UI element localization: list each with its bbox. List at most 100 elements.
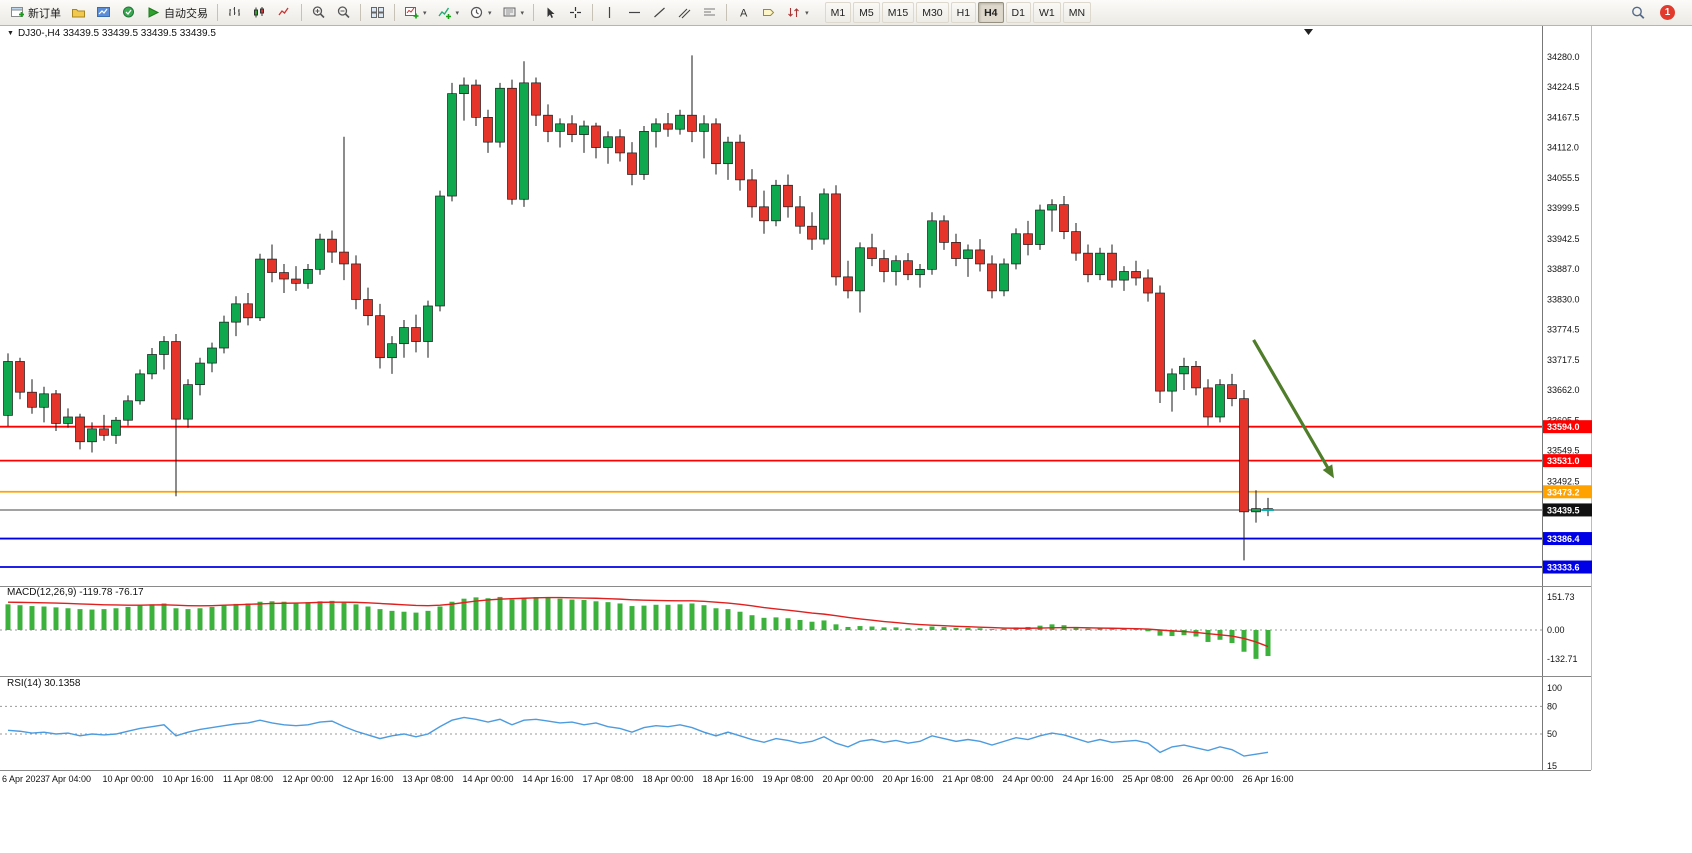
indicators-icon [437, 5, 452, 20]
candle-body [507, 87, 517, 200]
candle-body [315, 238, 325, 270]
trendline-button[interactable] [648, 1, 671, 24]
new-chart-icon [404, 5, 419, 20]
chart-window[interactable]: 34280.0 34224.5 34167.5 34112.0 34055.5 33999… [0, 26, 1692, 853]
toolbar-separator [394, 4, 395, 21]
timeframe-button-m30[interactable]: M30 [916, 2, 949, 23]
candle-body [231, 303, 241, 323]
candle-body [375, 315, 385, 359]
candle-body [459, 84, 469, 94]
candle-body [219, 321, 229, 349]
horizontal-line-button[interactable] [623, 1, 646, 24]
cursor-icon [543, 5, 558, 20]
candle-body [447, 93, 457, 197]
timeframe-button-mn[interactable]: MN [1062, 2, 1092, 23]
candle-body [735, 141, 745, 181]
bar-chart-button[interactable] [223, 1, 246, 24]
autoscroll-marker-icon[interactable] [1304, 29, 1313, 35]
autotrading-button[interactable]: 自动交易 [142, 1, 212, 24]
candle-body [567, 123, 577, 135]
trendline-icon [652, 5, 667, 20]
candle-body [1143, 277, 1153, 294]
rsi-label: RSI(14) 30.1358 [7, 678, 80, 689]
line-chart-button[interactable] [273, 1, 296, 24]
timeframe-button-h1[interactable]: H1 [950, 2, 977, 23]
candle-body [363, 299, 373, 317]
price-axis-tick: 34055.5 [1547, 173, 1580, 183]
new-order-button[interactable]: 新订单 [6, 1, 65, 24]
ohlc-text: DJ30-,H4 33439.5 33439.5 33439.5 33439.5 [17, 28, 216, 39]
market-watch-button[interactable] [92, 1, 115, 24]
cursor-button[interactable] [539, 1, 562, 24]
resistance-line-2-price-tag-label: 33531.0 [1547, 456, 1580, 466]
text-label-button[interactable] [757, 1, 780, 24]
toolbar-separator [301, 4, 302, 21]
market-watch-icon [96, 5, 111, 20]
timeframe-button-m15[interactable]: M15 [881, 2, 915, 23]
fibonacci-button[interactable] [698, 1, 721, 24]
search-button[interactable] [1626, 1, 1650, 24]
timeframe-button-m1[interactable]: M1 [824, 2, 852, 23]
timeframe-button-m5[interactable]: M5 [853, 2, 880, 23]
candle-body [1095, 252, 1105, 276]
trend-arrow[interactable] [1252, 339, 1332, 473]
zoom-out-button[interactable] [332, 1, 355, 24]
timeframe-button-w1[interactable]: W1 [1032, 2, 1061, 23]
timeframe-button-d1[interactable]: D1 [1005, 2, 1031, 23]
candle-body [183, 384, 193, 420]
current-price-line-price-tag-label: 33439.5 [1547, 505, 1580, 515]
candle-body [291, 278, 301, 284]
resistance-line-1-price-tag-label: 33594.0 [1547, 422, 1580, 432]
time-axis-tick: 25 Apr 08:00 [1122, 774, 1173, 784]
candle-body [495, 87, 505, 143]
trend-arrow-head[interactable] [1322, 464, 1334, 479]
notification-badge[interactable]: 1 [1660, 5, 1675, 20]
price-axis-tick: 34224.5 [1547, 82, 1580, 92]
candle-body [927, 220, 937, 270]
candle-body [303, 268, 313, 284]
candle-body [411, 327, 421, 342]
price-axis-tick: 33887.0 [1547, 264, 1580, 274]
candle-body [423, 305, 433, 342]
candle-body [207, 347, 217, 364]
navigator-button[interactable] [117, 1, 140, 24]
candle-body [771, 184, 781, 222]
equidistant-channel-button[interactable] [673, 1, 696, 24]
periods-button[interactable]: ▾ [465, 1, 496, 24]
crosshair-button[interactable] [564, 1, 587, 24]
toolbar-separator [533, 4, 535, 21]
candlestick-chart-button[interactable] [248, 1, 271, 24]
candle-body [111, 419, 121, 436]
templates-button[interactable]: ▾ [498, 1, 529, 24]
chart-collapse-icon[interactable]: ▼ [7, 30, 14, 37]
profiles-button[interactable] [67, 1, 90, 24]
zoom-in-button[interactable] [307, 1, 330, 24]
candle-body [435, 195, 445, 307]
rsi-name: RSI(14) [7, 678, 42, 689]
candle-body [351, 263, 361, 300]
resistance-line-2-price-tag [1543, 454, 1592, 468]
time-axis-tick: 7 Apr 04:00 [45, 774, 91, 784]
candle-body [843, 276, 853, 292]
text-icon: A [736, 5, 751, 20]
candle-body [687, 114, 697, 132]
tile-windows-button[interactable] [366, 1, 389, 24]
time-axis-tick: 21 Apr 08:00 [942, 774, 993, 784]
new-order-label: 新订单 [28, 7, 61, 20]
candle-body [171, 341, 181, 420]
tile-windows-icon [370, 5, 385, 20]
price-axis-tick: 33999.5 [1547, 203, 1580, 213]
text-button[interactable]: A [732, 1, 755, 24]
indicators-button[interactable]: ▾ [433, 1, 464, 24]
candle-body [795, 206, 805, 227]
vertical-line-button[interactable] [598, 1, 621, 24]
time-axis-tick: 24 Apr 16:00 [1062, 774, 1113, 784]
timeframe-button-h4[interactable]: H4 [978, 2, 1004, 23]
candle-body [327, 238, 337, 253]
new-chart-button[interactable]: ▾ [400, 1, 431, 24]
chart-canvas[interactable]: 34280.0 34224.5 34167.5 34112.0 34055.5 33999… [0, 26, 1692, 853]
arrows-button[interactable]: ▾ [782, 1, 813, 24]
rsi-axis-tick: 80 [1547, 701, 1557, 711]
candle-body [819, 193, 829, 240]
time-axis-tick: 19 Apr 08:00 [762, 774, 813, 784]
